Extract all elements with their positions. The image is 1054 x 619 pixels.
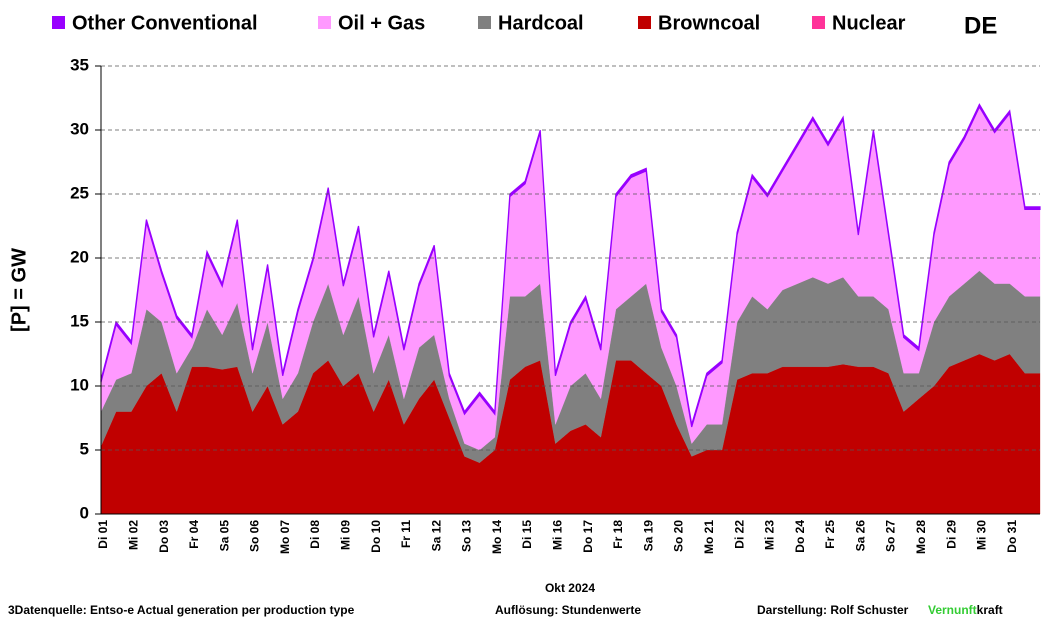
y-tick-label: 0 — [80, 503, 89, 522]
brand-rest: kraft — [977, 603, 1003, 617]
y-tick-label: 10 — [70, 375, 89, 394]
x-tick-label: Fr 18 — [611, 520, 625, 549]
x-tick-label: So 13 — [460, 520, 474, 552]
y-axis-label: [P] = GW — [8, 248, 30, 332]
x-tick-label: Mi 23 — [763, 520, 777, 550]
x-tick-label: Fr 04 — [187, 520, 201, 549]
x-tick-label: Mo 21 — [702, 520, 716, 554]
x-tick-label: Di 08 — [308, 520, 322, 549]
x-tick-label: Fr 11 — [399, 520, 413, 548]
legend-label: Nuclear — [832, 12, 906, 34]
x-tick-label: Sa 26 — [853, 520, 867, 552]
footer-source: 3Datenquelle: Entso-e Actual generation … — [8, 603, 355, 617]
x-tick-label: Mi 09 — [338, 520, 352, 550]
x-tick-label: Sa 12 — [429, 520, 443, 552]
legend-swatch — [638, 16, 651, 29]
x-tick-label: Mi 30 — [975, 520, 989, 550]
x-tick-label: Do 03 — [157, 520, 171, 553]
footer-brand: Vernunftkraft — [928, 603, 1003, 617]
x-tick-label: So 06 — [248, 520, 262, 552]
legend-label: Oil + Gas — [338, 12, 425, 34]
x-tick-label: Do 24 — [793, 520, 807, 553]
x-tick-label: Do 31 — [1005, 520, 1019, 553]
legend-swatch — [52, 16, 65, 29]
legend-label: Browncoal — [658, 12, 760, 34]
x-tick-label: Di 15 — [520, 520, 534, 549]
x-tick-label: Mo 07 — [278, 520, 292, 554]
footer-author: Darstellung: Rolf Schuster — [757, 603, 909, 617]
legend-swatch — [812, 16, 825, 29]
legend-swatch — [318, 16, 331, 29]
x-tick-label: Di 22 — [732, 520, 746, 549]
y-tick-label: 15 — [70, 311, 89, 330]
x-tick-label: Mi 16 — [551, 520, 565, 550]
x-tick-label: So 27 — [884, 520, 898, 552]
x-tick-label: Do 10 — [369, 520, 383, 553]
y-tick-label: 20 — [70, 247, 89, 266]
y-tick-label: 30 — [70, 119, 89, 138]
brand-green: Vernunft — [928, 603, 977, 617]
x-tick-label: Di 29 — [944, 520, 958, 549]
x-tick-label: So 20 — [672, 520, 686, 552]
x-tick-label: Sa 19 — [641, 520, 655, 552]
x-tick-label: Mo 28 — [914, 520, 928, 554]
x-axis-label: Okt 2024 — [545, 581, 595, 595]
area — [100, 103, 1041, 428]
legend-label: Other Conventional — [72, 12, 258, 34]
region-label: DE — [964, 12, 997, 39]
x-tick-label: Mo 14 — [490, 520, 504, 554]
x-tick-label: Sa 05 — [217, 520, 231, 552]
y-tick-label: 5 — [80, 439, 89, 458]
legend-label: Hardcoal — [498, 12, 584, 34]
x-tick-label: Mi 02 — [126, 520, 140, 550]
x-tick-label: Do 17 — [581, 520, 595, 553]
legend-swatch — [478, 16, 491, 29]
footer-resolution: Auflösung: Stundenwerte — [495, 603, 641, 617]
x-tick-label: Di 01 — [96, 520, 110, 549]
y-tick-label: 35 — [70, 55, 89, 74]
y-tick-label: 25 — [70, 183, 89, 202]
x-tick-label: Fr 25 — [823, 520, 837, 549]
